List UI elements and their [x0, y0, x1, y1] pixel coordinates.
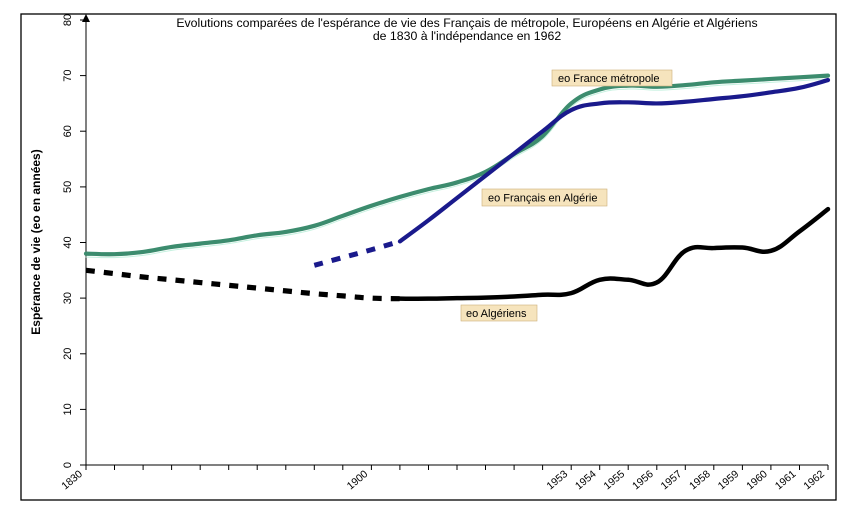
svg-text:40: 40	[62, 236, 74, 248]
svg-text:0: 0	[62, 462, 74, 468]
svg-text:eo France métropole: eo France métropole	[558, 73, 660, 85]
svg-text:80: 80	[62, 14, 74, 26]
svg-text:20: 20	[62, 348, 74, 360]
svg-text:30: 30	[62, 292, 74, 304]
svg-text:de 1830 à l'indépendance en 19: de 1830 à l'indépendance en 1962	[373, 29, 561, 43]
svg-text:eo Algériens: eo Algériens	[466, 308, 527, 320]
svg-text:70: 70	[62, 69, 74, 81]
svg-text:Evolutions comparées de l'espé: Evolutions comparées de l'espérance de v…	[176, 16, 757, 30]
svg-text:60: 60	[62, 125, 74, 137]
svg-text:10: 10	[62, 403, 74, 415]
svg-text:50: 50	[62, 181, 74, 193]
svg-text:Espérance de vie (eo en années: Espérance de vie (eo en années)	[29, 149, 43, 334]
svg-text:eo Français en Algérie: eo Français en Algérie	[488, 193, 597, 205]
